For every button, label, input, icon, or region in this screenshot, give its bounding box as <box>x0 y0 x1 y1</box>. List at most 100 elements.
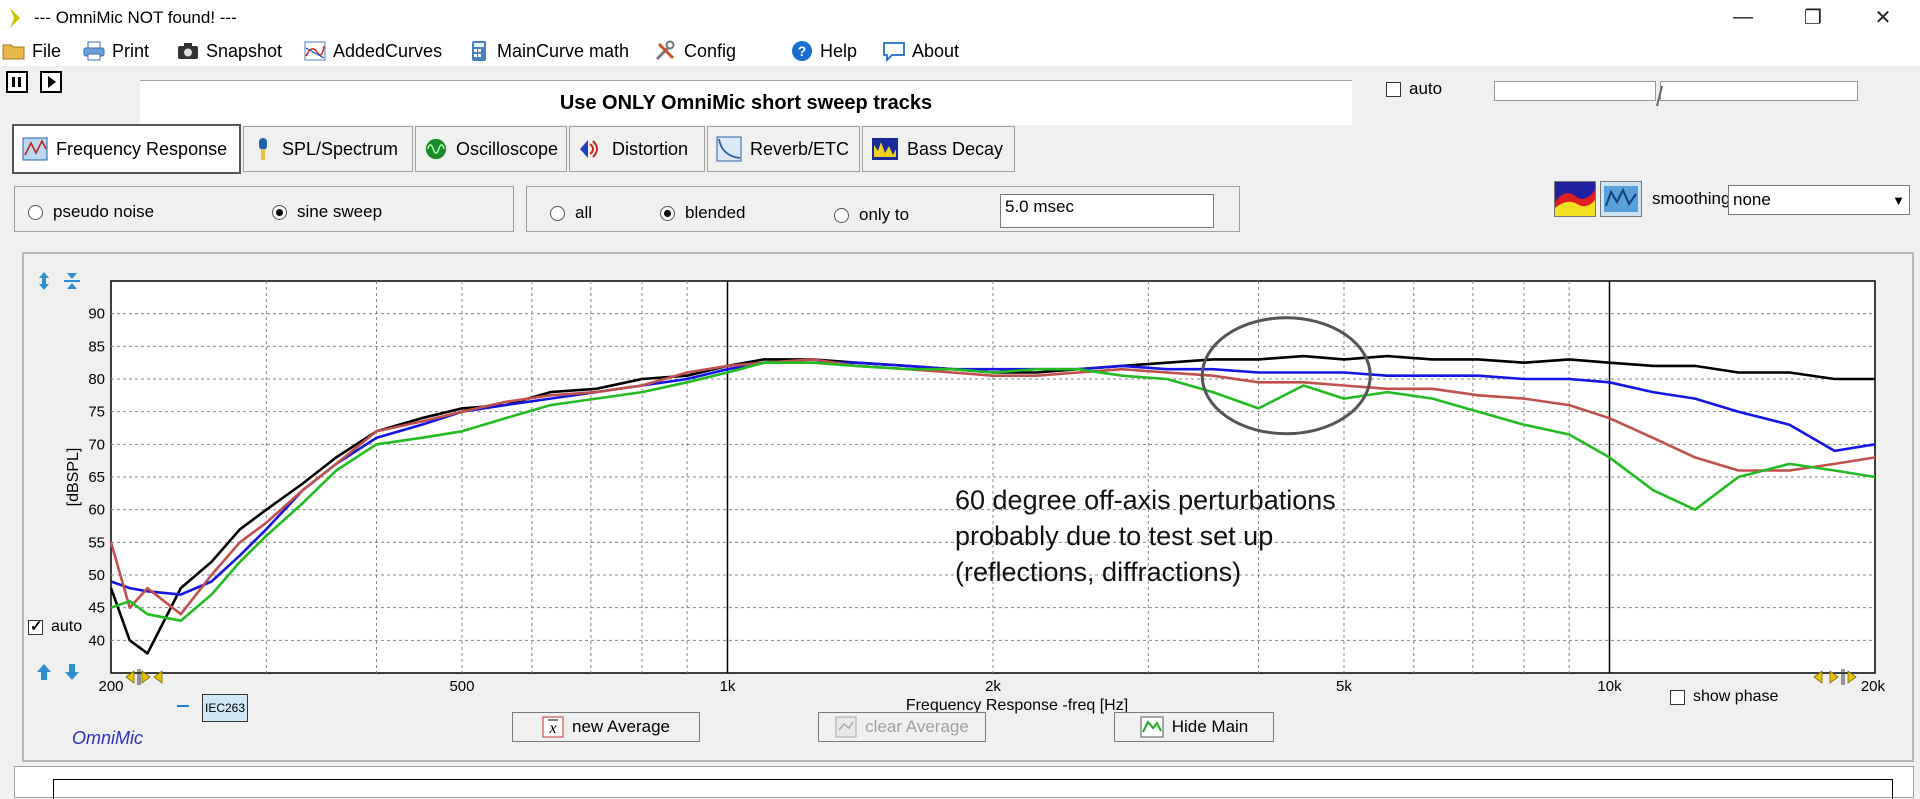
chevron-down-icon: ▼ <box>1892 192 1905 208</box>
tab-label: Reverb/ETC <box>750 138 850 159</box>
hide-main-button[interactable]: Hide Main <box>1114 712 1274 742</box>
secondary-plot-area <box>53 779 1893 799</box>
tab-label: Bass Decay <box>907 138 1004 159</box>
tab-distortion[interactable]: Distortion <box>569 126 705 172</box>
button-label: new Average <box>572 717 670 736</box>
x-tick-label: 2k <box>985 678 1001 695</box>
secondary-chart-panel <box>14 766 1914 799</box>
range-right-handles-icon[interactable] <box>1812 668 1864 686</box>
slider-thumb[interactable] <box>1656 84 1664 108</box>
option-label: blended <box>685 203 746 222</box>
frequency-response-chart[interactable]: 40 45 50 55 60 65 70 75 80 85 90 200 500 1k 2k 5k 10k 20k… <box>0 0 1920 740</box>
tab-label: SPL/Spectrum <box>282 138 399 159</box>
speech-bubble-icon <box>883 42 905 62</box>
tab-spl-spectrum[interactable]: SPL/Spectrum <box>243 126 413 172</box>
reverb-icon <box>716 136 742 162</box>
status-message: Use ONLY OmniMic short sweep tracks <box>140 80 1352 125</box>
radio-only-to[interactable] <box>834 207 849 223</box>
scroll-down-icon[interactable] <box>62 662 82 682</box>
option-label: sine sweep <box>297 202 383 221</box>
smoothing-label: smoothing <box>1652 189 1731 208</box>
menu-maincurve-math[interactable]: MainCurve math <box>467 38 629 64</box>
menu-label: Snapshot <box>206 40 283 61</box>
menu-help[interactable]: ? Help <box>790 38 857 64</box>
x-tick-label: 5k <box>1336 678 1352 695</box>
tab-label: Distortion <box>612 138 689 159</box>
zoom-expand-vertical-icon[interactable] <box>34 271 54 291</box>
button-label: Hide Main <box>1171 717 1249 736</box>
top-auto-label: auto <box>1409 79 1443 98</box>
y-auto-toggle[interactable]: auto <box>28 617 83 636</box>
x-tick-label: 500 <box>449 678 474 695</box>
menu-file[interactable]: File <box>2 38 61 64</box>
option-pseudo-noise[interactable]: pseudo noise <box>28 202 154 222</box>
menu-addedcurves[interactable]: AddedCurves <box>303 38 442 64</box>
app-logo-icon <box>10 8 20 28</box>
close-button[interactable]: ✕ <box>1874 6 1892 29</box>
y-tick-label: 65 <box>88 469 105 486</box>
spectrogram-icon <box>1604 186 1638 212</box>
menu-print[interactable]: Print <box>82 38 149 64</box>
help-icon: ? <box>792 41 812 61</box>
option-blended[interactable]: blended <box>660 203 746 223</box>
top-auto-checkbox[interactable] <box>1386 81 1401 97</box>
view-button[interactable] <box>1600 181 1642 217</box>
top-auto-toggle[interactable]: auto <box>1386 79 1442 99</box>
menu-config[interactable]: Config <box>654 38 736 64</box>
menu-snapshot[interactable]: Snapshot <box>176 38 282 64</box>
tab-label: Oscilloscope <box>455 138 558 159</box>
y-auto-label: auto <box>51 618 83 635</box>
y-tick-label: 80 <box>88 371 105 388</box>
folder-icon <box>2 44 25 60</box>
tab-oscilloscope[interactable]: Oscilloscope <box>415 126 567 172</box>
frequency-response-icon <box>22 137 48 161</box>
option-only-to[interactable]: only to <box>834 205 909 225</box>
radio-pseudo-noise[interactable] <box>28 204 43 220</box>
smoothing-select[interactable]: none ▼ <box>1728 185 1910 215</box>
calculator-icon <box>472 41 486 61</box>
play-button[interactable] <box>40 71 62 93</box>
option-all[interactable]: all <box>550 203 592 223</box>
distortion-icon <box>580 140 598 158</box>
menu-label: Help <box>820 40 858 61</box>
y-auto-checkbox[interactable] <box>28 617 43 635</box>
option-sine-sweep[interactable]: sine sweep <box>272 202 382 222</box>
minimize-button[interactable]: — <box>1733 5 1753 28</box>
zoom-shrink-vertical-icon[interactable] <box>62 271 82 291</box>
level-slider-1[interactable] <box>1494 81 1656 101</box>
radio-all[interactable] <box>550 205 565 221</box>
smoothing-value: none <box>1733 190 1771 209</box>
msec-input[interactable]: 5.0 msec <box>1000 194 1214 228</box>
radio-sine-sweep[interactable] <box>272 204 287 220</box>
new-average-button[interactable]: x new Average <box>512 712 700 742</box>
waterfall-button[interactable] <box>1554 181 1596 217</box>
pause-button[interactable] <box>6 71 28 93</box>
button-label: clear Average <box>865 717 969 736</box>
show-phase-toggle[interactable]: show phase <box>1670 688 1778 706</box>
y-tick-label: 50 <box>88 567 105 584</box>
tab-bass-decay[interactable]: Bass Decay <box>862 126 1015 172</box>
scroll-up-icon[interactable] <box>34 662 54 682</box>
clear-average-button[interactable]: clear Average <box>818 712 986 742</box>
annotation-line: 60 degree off-axis perturbations <box>955 485 1336 515</box>
tab-reverb-etc[interactable]: Reverb/ETC <box>707 126 860 172</box>
annotation-line: probably due to test set up <box>955 521 1273 551</box>
y-tick-label: 55 <box>88 534 105 551</box>
tools-icon <box>655 40 675 61</box>
tab-frequency-response[interactable]: Frequency Response <box>12 124 241 174</box>
tab-label: Frequency Response <box>56 138 228 159</box>
signal-type-group <box>14 186 514 232</box>
radio-blended[interactable] <box>660 205 675 221</box>
annotation-line: (reflections, diffractions) <box>955 557 1241 587</box>
x-tick-label: 200 <box>98 678 123 695</box>
pause-icon <box>12 77 21 87</box>
show-phase-checkbox[interactable] <box>1670 689 1685 705</box>
range-left-handles-icon[interactable] <box>124 668 176 686</box>
menu-label: Config <box>684 40 737 61</box>
legend-swatch <box>177 705 189 707</box>
legend-tag[interactable]: IEC263 <box>202 694 248 722</box>
average-icon: x <box>542 716 564 738</box>
oscilloscope-icon <box>425 138 447 160</box>
menu-about[interactable]: About <box>882 38 959 64</box>
restore-button[interactable]: ❐ <box>1804 6 1822 29</box>
